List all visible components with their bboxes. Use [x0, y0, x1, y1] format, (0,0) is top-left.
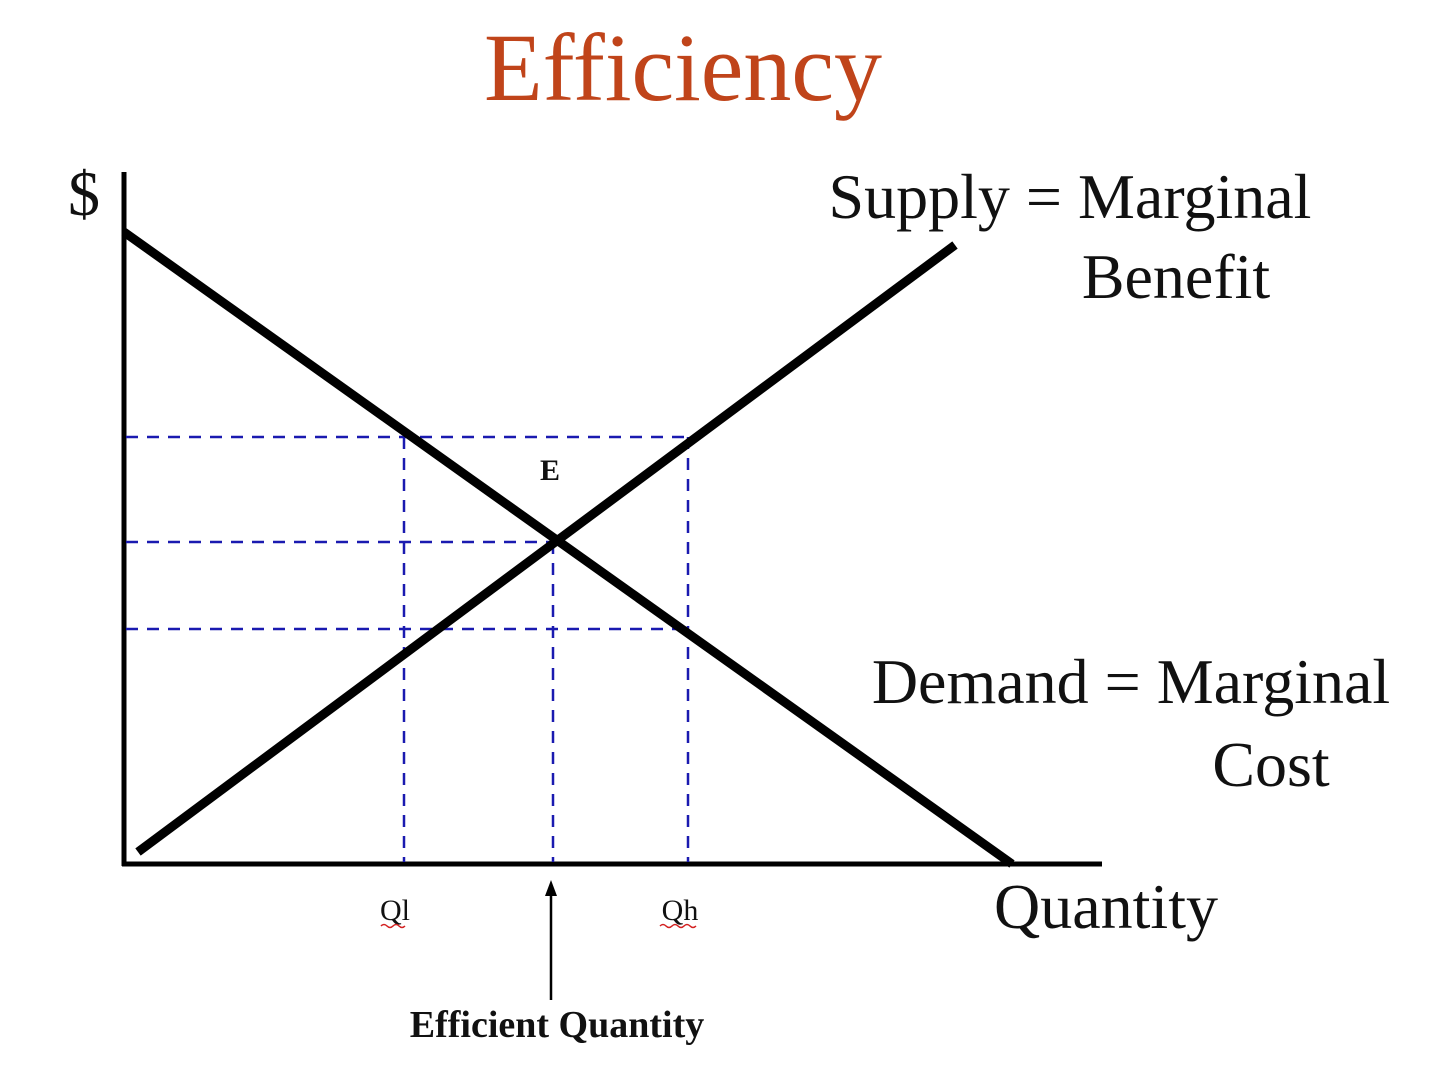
x-axis-label: Quantity	[994, 871, 1218, 942]
q-low-label: Ql	[380, 894, 410, 927]
q-high-label: Qh	[662, 894, 699, 927]
diagram-title: Efficiency	[484, 14, 882, 121]
demand-curve	[121, 228, 1015, 868]
demand-label-line1: Demand = Marginal	[872, 646, 1390, 717]
equilibrium-label: E	[540, 454, 560, 487]
supply-curve	[135, 241, 958, 856]
y-axis-label: $	[68, 158, 100, 229]
q-low-spellcheck-underline	[380, 923, 406, 929]
supply-label-line2: Benefit	[1082, 241, 1271, 312]
supply-label-line1: Supply = Marginal	[829, 161, 1312, 232]
q-high-spellcheck-underline	[659, 923, 697, 929]
demand-label-line2: Cost	[1212, 729, 1330, 800]
efficient-quantity-arrowhead	[545, 880, 557, 896]
efficient-quantity-label: Efficient Quantity	[410, 1004, 704, 1046]
